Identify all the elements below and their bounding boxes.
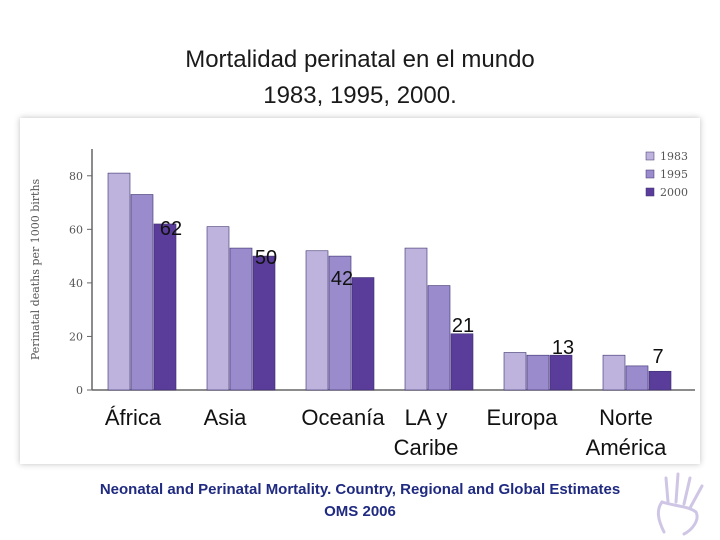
bar-2000 [351,277,375,391]
data-label-2000: 50 [255,247,277,269]
y-tick-label: 80 [69,170,83,183]
bar-1995 [427,285,451,391]
category-label: Norte [599,405,653,430]
data-label-2000: 62 [160,218,182,240]
y-tick-label: 20 [69,330,83,343]
y-tick-label: 40 [69,277,83,290]
data-label-2000: 42 [331,268,353,290]
bar-1983 [305,250,329,391]
hand-logo-icon [656,472,704,536]
legend-label-1983: 1983 [660,150,688,163]
bar-1995 [526,354,550,391]
bar-2000 [252,255,276,391]
legend-swatch-1983 [645,151,655,161]
bar-2000 [648,370,672,391]
data-label-2000: 13 [552,337,574,359]
source-citation: Neonatal and Perinatal Mortality. Countr… [99,481,621,498]
legend-label-2000: 2000 [660,186,688,199]
category-label: Europa [487,405,559,430]
chart-panel: 0 20 40 60 80 Perinatal deaths per 1000 birth… [20,118,700,464]
bar-1983 [602,354,626,391]
bar-1995 [229,247,253,391]
category-label: América [586,435,667,460]
data-label-2000: 21 [452,315,474,337]
legend-swatch-2000 [645,187,655,197]
data-label-2000: 7 [652,346,663,368]
legend-swatch-1995 [645,169,655,179]
bar-1995 [130,194,154,391]
category-label: LA y [405,405,448,430]
bar-1983 [503,352,527,391]
y-axis-label: Perinatal deaths per 1000 births [29,178,42,360]
category-label: África [105,405,162,430]
category-label: Oceanía [301,405,385,430]
y-tick-label: 60 [69,223,83,236]
category-label: Asia [204,405,248,430]
legend-label-1995: 1995 [660,168,688,181]
bar-chart: 0 20 40 60 80 Perinatal deaths per 1000 birth… [29,149,695,460]
bar-2000 [450,333,474,391]
category-label: Caribe [394,435,459,460]
bar-1983 [107,172,131,391]
bar-2000 [153,223,177,391]
source-organization: OMS 2006 [324,503,396,520]
page-title-line2: 1983, 1995, 2000. [263,82,457,109]
bar-1995 [625,365,649,391]
page-title-line1: Mortalidad perinatal en el mundo [185,46,535,73]
bar-1983 [206,226,230,391]
bar-1995 [328,255,352,391]
y-tick-label: 0 [76,384,83,397]
bar-1983 [404,247,428,391]
bar-2000 [549,354,573,391]
